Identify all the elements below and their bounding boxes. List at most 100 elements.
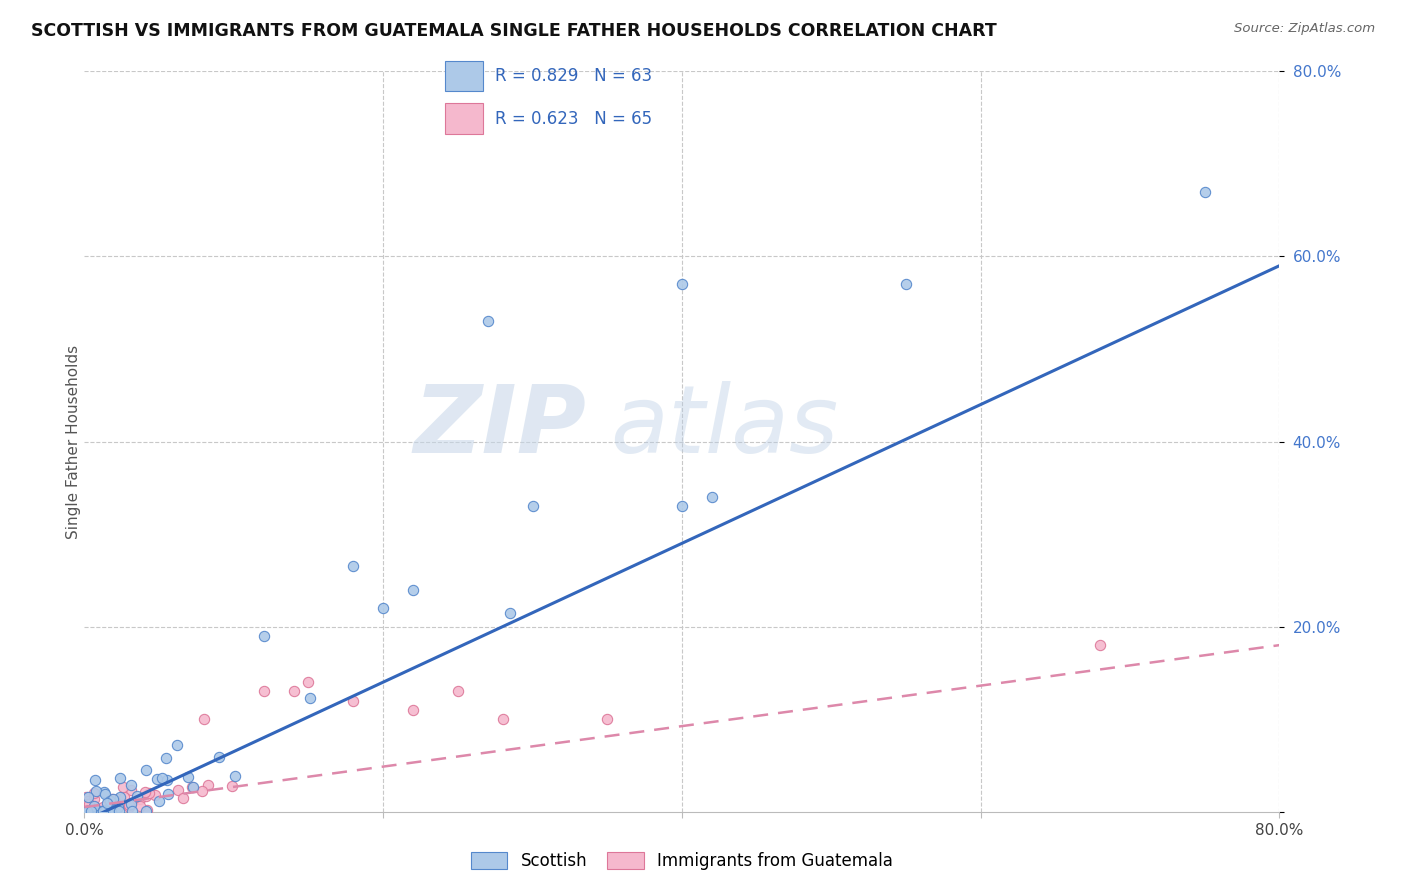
Point: [177, 770, 200, 784]
Point: [105, 800, 128, 814]
Point: [103, 798, 125, 813]
Point: [121, 804, 143, 818]
Point: [79, 797, 101, 811]
Point: [118, 800, 141, 814]
Point: [894, 277, 917, 292]
Point: [101, 793, 124, 807]
Point: [97, 802, 120, 816]
Point: [90, 804, 112, 818]
Point: [75, 804, 97, 818]
FancyBboxPatch shape: [444, 103, 484, 134]
Point: [96, 796, 118, 810]
Point: [135, 789, 157, 803]
Point: [193, 712, 215, 726]
Point: [522, 500, 544, 514]
Point: [253, 684, 276, 698]
Point: [120, 778, 142, 792]
Point: [138, 786, 160, 800]
Point: [477, 314, 499, 328]
Point: [100, 794, 122, 808]
Point: [83, 802, 105, 816]
Point: [671, 277, 693, 292]
Point: [77, 804, 100, 818]
Point: [105, 797, 128, 812]
Point: [83, 799, 105, 814]
Point: [100, 804, 122, 818]
Point: [181, 780, 204, 794]
Point: [79, 804, 101, 818]
Point: [101, 792, 124, 806]
Point: [297, 675, 319, 690]
Point: [127, 789, 149, 803]
Point: [402, 703, 425, 717]
Point: [104, 798, 127, 813]
Point: [129, 799, 152, 814]
Point: [129, 792, 152, 806]
Text: atlas: atlas: [610, 381, 838, 472]
Point: [80, 804, 103, 818]
Point: [94, 804, 117, 818]
Legend: Scottish, Immigrants from Guatemala: Scottish, Immigrants from Guatemala: [471, 852, 893, 870]
Point: [167, 783, 190, 797]
Point: [101, 804, 124, 818]
Point: [83, 803, 105, 817]
Point: [80, 804, 103, 818]
Point: [75, 804, 97, 818]
Point: [93, 784, 115, 798]
Point: [121, 796, 143, 810]
Point: [77, 789, 100, 804]
Point: [596, 712, 619, 726]
Point: [118, 797, 141, 812]
Point: [75, 797, 97, 811]
Point: [671, 500, 693, 514]
Point: [172, 791, 194, 805]
Point: [342, 694, 364, 708]
Point: [134, 785, 156, 799]
Y-axis label: Single Father Households: Single Father Households: [66, 344, 80, 539]
Point: [76, 804, 98, 818]
Point: [83, 804, 105, 818]
Point: [79, 804, 101, 818]
Point: [84, 772, 107, 787]
Point: [121, 797, 143, 811]
Point: [83, 792, 105, 806]
Point: [82, 804, 104, 818]
Point: [146, 772, 169, 786]
Point: [91, 804, 114, 818]
Point: [1090, 638, 1112, 652]
Point: [79, 804, 101, 818]
Point: [492, 712, 515, 726]
Point: [104, 799, 127, 814]
Point: [191, 784, 214, 798]
Point: [75, 790, 97, 805]
Point: [197, 778, 219, 792]
Point: [76, 804, 98, 818]
Point: [83, 786, 105, 800]
Text: ZIP: ZIP: [413, 381, 586, 473]
Point: [110, 789, 132, 804]
Point: [180, 780, 202, 794]
Point: [108, 772, 131, 786]
Point: [77, 794, 100, 808]
Point: [77, 804, 100, 818]
Point: [108, 804, 131, 818]
Text: SCOTTISH VS IMMIGRANTS FROM GUATEMALA SINGLE FATHER HOUSEHOLDS CORRELATION CHART: SCOTTISH VS IMMIGRANTS FROM GUATEMALA SI…: [31, 22, 997, 40]
Point: [148, 793, 170, 807]
Point: [114, 797, 136, 811]
Point: [156, 773, 179, 788]
Point: [373, 601, 395, 615]
Point: [104, 804, 127, 818]
Point: [112, 790, 135, 805]
Point: [1194, 185, 1216, 199]
Point: [84, 783, 107, 797]
Text: R = 0.829   N = 63: R = 0.829 N = 63: [495, 67, 652, 85]
Text: R = 0.623   N = 65: R = 0.623 N = 65: [495, 110, 652, 128]
Point: [91, 804, 114, 818]
Point: [208, 750, 231, 764]
Point: [98, 796, 121, 810]
FancyBboxPatch shape: [444, 61, 484, 91]
Point: [82, 804, 104, 818]
Point: [93, 804, 115, 818]
Point: [94, 787, 117, 801]
Point: [91, 800, 114, 814]
